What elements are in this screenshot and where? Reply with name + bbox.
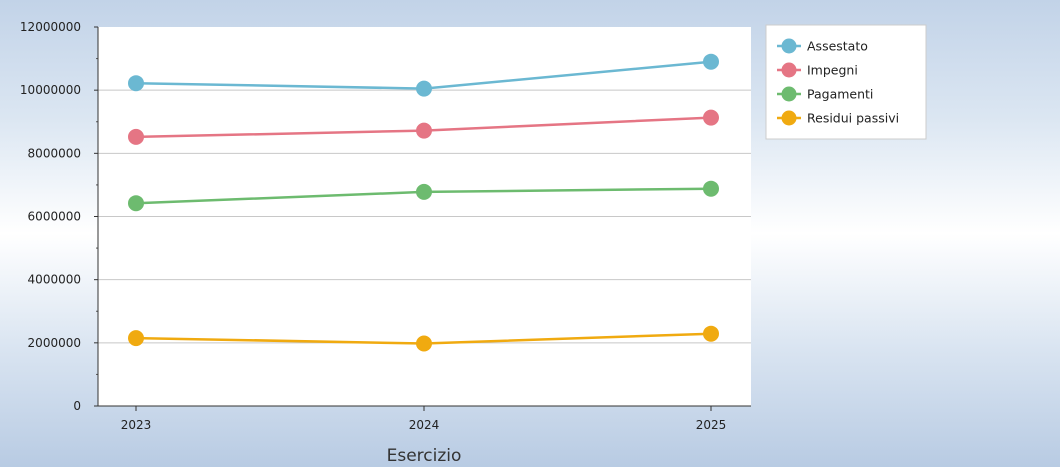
legend-item[interactable]: Impegni — [777, 62, 858, 78]
y-tick-label: 0 — [73, 399, 81, 413]
y-tick-label: 2000000 — [28, 336, 81, 350]
legend-marker — [781, 38, 797, 54]
series-residui-passivi — [128, 325, 719, 352]
data-point[interactable] — [416, 183, 432, 200]
legend-label: Assestato — [807, 39, 868, 54]
data-point[interactable] — [703, 325, 719, 342]
y-tick-label: 8000000 — [28, 146, 81, 160]
legend-marker — [781, 110, 797, 126]
data-point[interactable] — [128, 195, 144, 212]
data-point[interactable] — [703, 53, 719, 70]
series-assestato — [128, 53, 719, 97]
grid-lines — [98, 89, 751, 344]
data-point[interactable] — [416, 335, 432, 352]
x-tick-label: 2023 — [121, 418, 152, 432]
axes: 0 2000000 4000000 6000000 8000000 10000000 120… — [20, 20, 751, 432]
legend-item[interactable]: Assestato — [777, 38, 868, 54]
legend-marker — [781, 86, 797, 102]
y-tick-label: 6000000 — [28, 210, 81, 224]
legend-item[interactable]: Pagamenti — [777, 86, 873, 102]
data-point[interactable] — [128, 75, 144, 92]
series-impegni — [128, 109, 719, 145]
legend: Assestato Impegni Pagamenti Residui passivi — [765, 24, 927, 140]
y-tick-label: 12000000 — [20, 20, 81, 34]
data-point[interactable] — [128, 330, 144, 347]
data-point[interactable] — [703, 180, 719, 197]
y-tick-label: 4000000 — [28, 273, 81, 287]
series-pagamenti — [128, 180, 719, 212]
x-tick-label: 2025 — [696, 418, 727, 432]
legend-label: Impegni — [807, 63, 858, 78]
data-point[interactable] — [128, 128, 144, 145]
x-axis-title: Esercizio — [387, 446, 462, 466]
legend-label: Pagamenti — [807, 87, 873, 102]
x-tick-label: 2024 — [409, 418, 440, 432]
legend-label: Residui passivi — [807, 111, 899, 126]
legend-marker — [781, 62, 797, 78]
data-point[interactable] — [416, 122, 432, 139]
y-tick-label: 10000000 — [20, 83, 81, 97]
data-point[interactable] — [703, 109, 719, 126]
legend-item[interactable]: Residui passivi — [777, 110, 899, 126]
series-layer — [128, 53, 719, 352]
data-point[interactable] — [416, 80, 432, 97]
